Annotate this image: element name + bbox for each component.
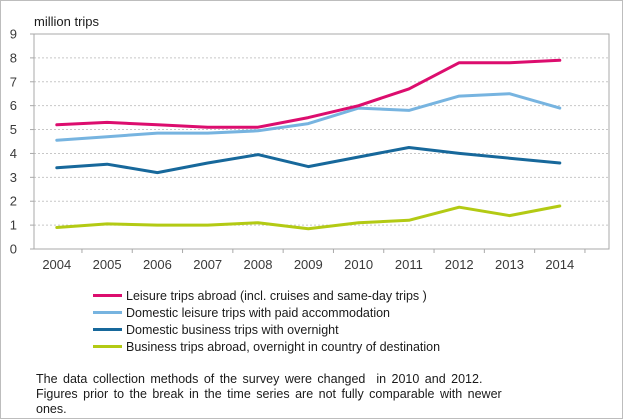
x-axis-label: 2008 [244,257,273,272]
legend-label-3: Business trips abroad, overnight in coun… [126,339,441,354]
y-axis-label: 4 [10,146,17,161]
y-axis-label: 9 [10,27,17,42]
series-line-2 [55,146,562,175]
x-axis-label: 2005 [93,257,122,272]
x-axis-label: 2009 [294,257,323,272]
axis-labels: 0 1 2 3 4 5 6 7 8 9 2004 2005 2006 2007 2008 2009 2010 20… [10,27,574,273]
footnote-line-1: The data collection methods of the surve… [36,372,483,386]
x-axis-label: 2011 [395,257,423,272]
y-axis-label: 7 [10,74,17,89]
legend-swatch-0 [93,294,122,297]
y-axis-label: 2 [10,194,17,209]
axis-ticks [30,33,586,253]
x-axis-label: 2010 [344,257,373,272]
legend-swatch-3 [93,345,122,348]
x-axis-label: 2004 [42,257,71,272]
x-axis-label: 2007 [193,257,222,272]
footnote-line-2: Figures prior to the break in the time s… [36,387,502,401]
y-axis-label: 0 [10,242,17,257]
legend: Leisure trips abroad (incl. cruises and … [93,287,440,355]
y-axis-label: 1 [10,218,17,233]
y-axis-label: 5 [10,122,17,137]
series-line-3 [55,204,562,231]
legend-swatch-1 [93,311,122,314]
y-axis-label: 6 [10,98,17,113]
footnote: The data collection methods of the surve… [36,372,602,417]
gridlines [34,57,609,226]
legend-label-2: Domestic business trips with overnight [126,322,339,337]
series-line-1 [55,92,562,142]
x-axis-label: 2014 [545,257,574,272]
legend-item-3: Business trips abroad, overnight in coun… [93,338,440,355]
legend-item-0: Leisure trips abroad (incl. cruises and … [93,287,440,304]
y-axis-label: 3 [10,170,17,185]
series-lines [55,58,562,231]
legend-label-1: Domestic leisure trips with paid accommo… [126,305,390,320]
y-axis-label: 8 [10,50,17,65]
plot-border [33,33,610,250]
legend-label-0: Leisure trips abroad (incl. cruises and … [126,288,427,303]
y-axis-unit-label: million trips [34,14,100,29]
plot-border-rect [33,33,610,250]
x-axis-label: 2006 [143,257,172,272]
footnote-line-3: ones. [36,402,67,416]
x-axis-label: 2012 [445,257,474,272]
legend-item-1: Domestic leisure trips with paid accommo… [93,304,440,321]
legend-item-2: Domestic business trips with overnight [93,321,440,338]
x-axis-label: 2013 [495,257,524,272]
legend-swatch-2 [93,328,122,331]
line-chart-canvas: 0 1 2 3 4 5 6 7 8 9 2004 2005 2006 2007 2008 2009 2010 20… [10,14,610,273]
series-line-0 [55,58,562,129]
